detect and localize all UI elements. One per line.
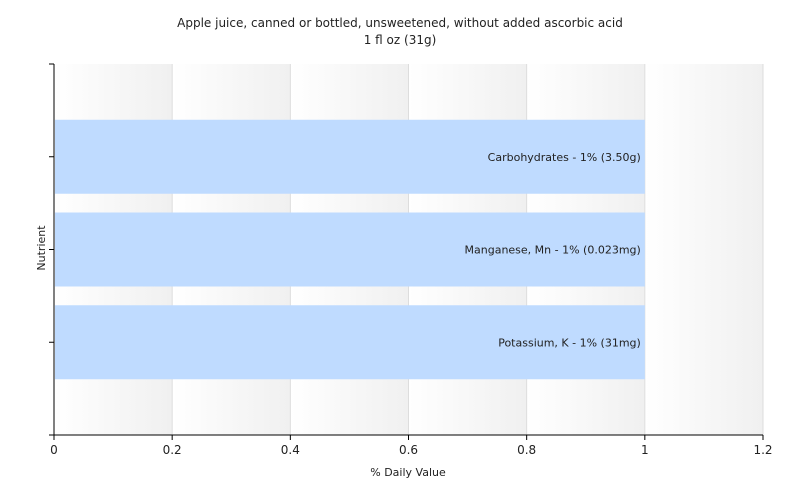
x-tick-label: 0.8 xyxy=(517,443,536,457)
x-axis-label: % Daily Value xyxy=(370,466,446,479)
tick-labels: 0 0.2 0.4 0.6 0.8 1 1.2 xyxy=(50,443,772,457)
bar-data-label: Manganese, Mn - 1% (0.023mg) xyxy=(465,244,641,257)
chart-title: Apple juice, canned or bottled, unsweete… xyxy=(177,16,623,30)
y-axis-label: Nutrient xyxy=(35,225,48,271)
bar xyxy=(55,305,645,380)
bar-data-label: Potassium, K - 1% (31mg) xyxy=(498,336,641,349)
x-tick-label: 0.4 xyxy=(281,443,300,457)
x-tick-label: 1 xyxy=(641,443,649,457)
bar xyxy=(55,119,645,194)
x-tick-label: 0.6 xyxy=(399,443,418,457)
bars-group: Carbohydrates - 1% (3.50g) Manganese, Mn … xyxy=(55,119,645,380)
chart-subtitle: 1 fl oz (31g) xyxy=(364,33,437,47)
bar-data-label: Carbohydrates - 1% (3.50g) xyxy=(488,151,641,164)
plot-band xyxy=(644,64,763,435)
axes-group xyxy=(49,63,764,440)
x-tick-label: 1.2 xyxy=(753,443,772,457)
x-tick-label: 0.2 xyxy=(163,443,182,457)
x-tick-label: 0 xyxy=(50,443,58,457)
bar xyxy=(55,212,645,287)
